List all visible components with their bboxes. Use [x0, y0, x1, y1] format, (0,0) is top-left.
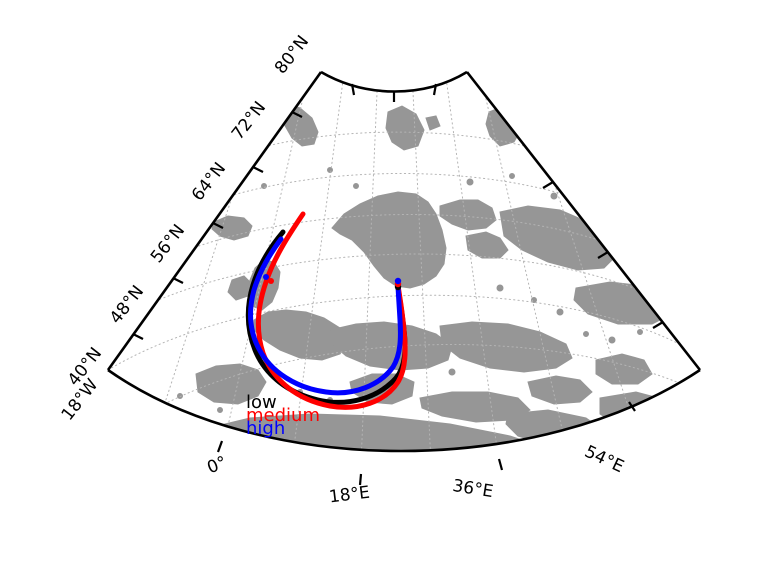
land-island-dot	[177, 393, 183, 399]
graticule-meridian-9E	[289, 72, 395, 451]
tick-right-1	[542, 181, 554, 189]
legend: low medium high	[246, 392, 320, 439]
tick-right-3	[652, 321, 664, 329]
graticule-meridian-36E	[393, 72, 501, 451]
tick-lat-72N	[291, 111, 303, 118]
graticule-meridian-54E	[393, 72, 631, 413]
graticule-parallel-40N	[108, 294, 700, 373]
graticule-meridian-27E	[393, 72, 433, 451]
land-island-dot	[550, 192, 558, 200]
tick-top-1	[350, 83, 356, 96]
land-whitesea-coast	[465, 231, 509, 259]
tick-lon-18E	[358, 473, 363, 486]
tick-lon-36E	[497, 458, 504, 471]
land-island-dot	[583, 331, 589, 337]
trajectory-high[interactable]	[248, 236, 403, 396]
land-island-dot	[353, 183, 359, 189]
graticule-meridian-18E	[359, 72, 395, 451]
land-caspian-east	[595, 353, 653, 385]
tick-lat-48N	[172, 277, 184, 284]
land-caucasus	[527, 375, 593, 405]
tick-right-2	[597, 251, 609, 259]
frame-right-edge	[465, 71, 702, 371]
land-island-dot	[496, 284, 504, 292]
land-island-dot	[608, 336, 616, 344]
land-island-dot	[466, 178, 474, 186]
tick-top-3	[432, 83, 438, 96]
legend-label-low[interactable]: low	[246, 392, 277, 413]
land-island-dot	[509, 173, 515, 179]
graticule-parallel-56N	[145, 214, 673, 273]
land-island-dot	[217, 407, 223, 413]
land-finland-lakes	[411, 245, 445, 273]
land-island-dot	[389, 247, 395, 253]
trajectory-layer	[245, 211, 408, 410]
land-island-dot	[417, 345, 423, 351]
trajectory-medium[interactable]	[255, 211, 408, 410]
frame-left-edge	[106, 71, 323, 371]
land-iberia	[195, 363, 267, 405]
land-island-dot	[327, 167, 333, 173]
trajectory-endpoint-layer	[263, 274, 402, 291]
tick-lat-40N	[132, 333, 144, 340]
trajectory-start-high	[263, 274, 269, 280]
legend-label-high[interactable]: high	[246, 418, 285, 439]
tick-marks-layer	[132, 83, 664, 486]
trajectory-endpoint-high	[394, 277, 402, 285]
land-island-dot	[475, 353, 481, 359]
land-island-dot	[637, 329, 643, 335]
land-europe-central	[329, 321, 453, 371]
tick-lat-56N	[212, 222, 224, 229]
map-frame-border	[106, 70, 702, 453]
legend-label-medium[interactable]: medium	[246, 405, 320, 426]
trajectory-start-medium	[268, 278, 274, 284]
lon-label-18E: 18°E	[328, 483, 371, 508]
tick-lon-54E	[628, 401, 636, 412]
graticule-meridian-9W	[159, 72, 395, 419]
graticule-parallel-64N	[172, 173, 633, 223]
land-island-dot	[448, 368, 456, 376]
tick-lat-64N	[252, 166, 264, 173]
land-island-dot	[556, 308, 564, 316]
land-svalbard-frag	[425, 115, 441, 131]
frame-bottom-arc	[107, 368, 701, 453]
tick-lon-0	[216, 440, 224, 453]
land-kola-peninsula	[439, 199, 497, 231]
land-europe-east	[439, 321, 573, 373]
land-island-dot	[261, 183, 267, 189]
